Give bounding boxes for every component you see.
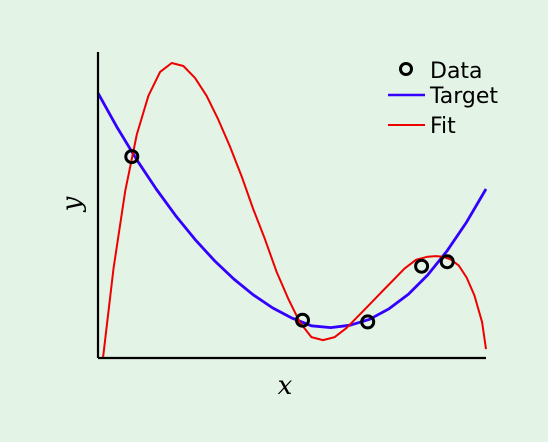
data-point [414,258,430,274]
legend-label-data: Data [430,59,483,84]
legend-label-fit: Fit [430,114,456,139]
legend-label-target: Target [429,84,498,109]
data-point [360,314,376,330]
data-point [124,149,140,165]
data-point [439,254,455,270]
legend-marker-data [399,62,413,76]
series-line-fit [102,62,487,359]
y-axis-label: y [57,196,87,212]
x-axis-label: x [278,371,293,401]
data-point [295,312,310,328]
plot-area [96,62,488,359]
legend: Data Target Fit [388,59,498,139]
series-line-target [96,92,488,329]
